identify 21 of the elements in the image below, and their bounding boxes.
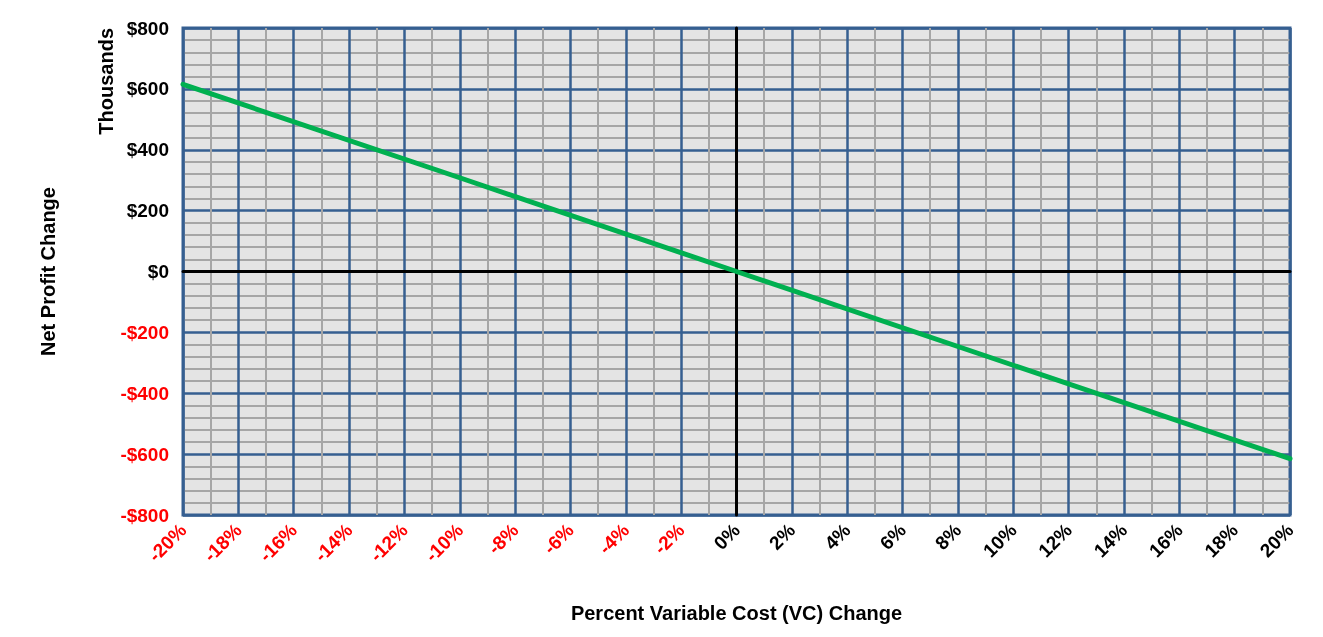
x-tick-label: -4%	[594, 519, 634, 559]
x-tick-label: 8%	[931, 519, 966, 554]
y-tick-label: $200	[126, 200, 169, 222]
y-tick-label: $800	[126, 17, 169, 39]
y-axis-title: Net Profit Change	[37, 187, 59, 356]
y-tick-label: -$200	[120, 321, 169, 343]
x-tick-label: 6%	[875, 519, 911, 554]
x-tick-label: -8%	[483, 519, 523, 559]
y-tick-label: -$800	[120, 504, 169, 526]
y-tick-label: $600	[126, 78, 169, 100]
x-tick-label: -6%	[539, 519, 578, 559]
x-axis-title: Percent Variable Cost (VC) Change	[570, 602, 903, 624]
y-tick-label: $400	[126, 139, 169, 161]
x-tick-label: -2%	[649, 519, 689, 559]
y-tick-label: -$600	[120, 443, 169, 465]
text: Thousands	[95, 28, 117, 135]
x-tick-label: 0%	[709, 519, 744, 554]
y-tick-label: -$400	[120, 382, 169, 404]
y-tick-label: $0	[147, 261, 169, 282]
x-tick-label: 4%	[820, 519, 855, 554]
x-tick-label: 2%	[765, 519, 800, 554]
